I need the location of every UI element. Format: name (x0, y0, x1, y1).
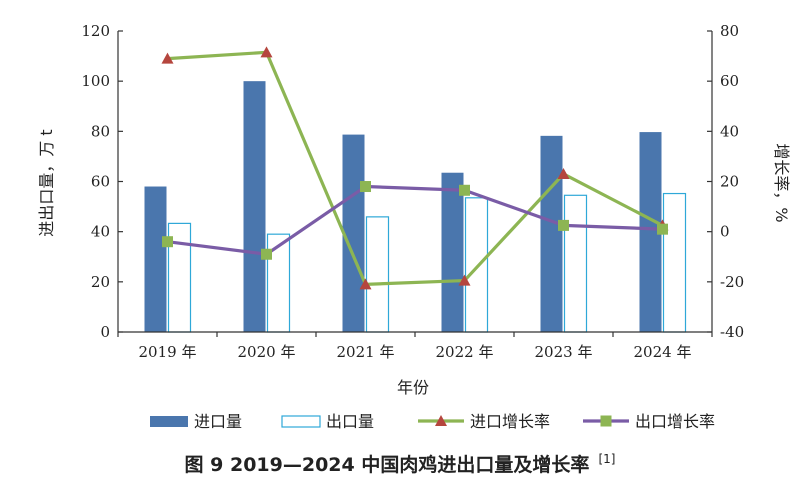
legend-label-0: 进口量 (194, 412, 242, 431)
line-export-growth (167, 184, 663, 256)
y2-tick-label-6: 80 (720, 22, 739, 40)
bar-export-2 (365, 216, 390, 333)
y-tick-label-1: 20 (91, 273, 110, 291)
y2-axis-title: 增长率，% (772, 143, 791, 222)
y-tick-label-3: 60 (91, 173, 110, 191)
y-tick-label-6: 120 (81, 22, 110, 40)
y-tick-label-0: 0 (100, 323, 110, 341)
bar-import-4 (540, 135, 563, 332)
x-tick-label-3: 2022 年 (436, 343, 494, 361)
y2-tick-label-5: 60 (720, 72, 739, 90)
bars-layer (144, 81, 687, 333)
legend-swatch-0 (150, 416, 188, 427)
point-import-growth-2 (359, 278, 372, 290)
legend-item-3: 出口增长率 (583, 412, 715, 431)
legend-label-2: 进口增长率 (470, 412, 550, 431)
point-export-growth-3 (459, 184, 470, 196)
point-export-growth-4 (558, 219, 569, 231)
point-import-growth-3 (458, 274, 471, 286)
y-axis-title: 进出口量，万 t (37, 129, 56, 236)
legend-item-0: 进口量 (150, 412, 242, 431)
y-tick-label-5: 100 (81, 72, 110, 90)
y2-tick-label-2: 0 (720, 223, 730, 241)
y-tick-label-4: 80 (91, 122, 110, 140)
x-tick-label-4: 2023 年 (535, 343, 593, 361)
lines-layer (161, 46, 669, 290)
point-export-growth-1 (261, 248, 272, 260)
point-export-growth-5 (657, 223, 668, 235)
point-import-growth-1 (260, 46, 273, 58)
line-import-growth (167, 50, 664, 286)
y-tick-label-2: 40 (91, 223, 110, 241)
legend-label-1: 出口量 (326, 412, 374, 431)
bar-export-3 (464, 197, 489, 333)
point-import-growth-0 (161, 52, 174, 64)
bar-export-5 (662, 192, 687, 333)
bar-export-4 (563, 194, 588, 333)
bar-import-1 (243, 81, 266, 333)
point-export-growth-0 (162, 236, 173, 248)
axes-layer: 0 20 40 60 80 100 120 -40 -20 0 20 40 60 80 2019 年 2020… (81, 22, 744, 361)
y2-tick-label-1: -20 (720, 273, 744, 291)
x-axis-title: 年份 (397, 378, 429, 397)
x-tick-label-0: 2019 年 (139, 343, 197, 361)
point-export-growth-2 (360, 181, 371, 193)
figure-caption: 图 9 2019—2024 中国肉鸡进出口量及增长率 [1] (185, 452, 616, 476)
x-tick-label-1: 2020 年 (238, 343, 296, 361)
y2-tick-label-4: 40 (720, 122, 739, 140)
x-tick-label-2: 2021 年 (337, 343, 395, 361)
legend-item-1: 出口量 (281, 412, 374, 431)
legend: 进口量 出口量 进口增长率 出口增长率 (150, 412, 715, 431)
legend-item-2: 进口增长率 (418, 412, 550, 431)
legend-swatch-1 (281, 415, 321, 428)
legend-marker-3 (600, 415, 612, 427)
bar-import-0 (144, 186, 167, 332)
legend-label-3: 出口增长率 (635, 412, 715, 431)
legend-marker-2 (435, 415, 447, 426)
bar-import-2 (342, 134, 365, 332)
bar-import-5 (639, 132, 662, 332)
x-tick-label-5: 2024 年 (634, 343, 692, 361)
caption-text: 图 9 2019—2024 中国肉鸡进出口量及增长率 (185, 453, 590, 476)
caption-reference: [1] (598, 452, 615, 466)
y2-tick-label-3: 20 (720, 173, 739, 191)
bar-import-3 (441, 172, 464, 332)
point-import-growth-4 (557, 167, 570, 179)
y2-tick-label-0: -40 (720, 323, 744, 341)
